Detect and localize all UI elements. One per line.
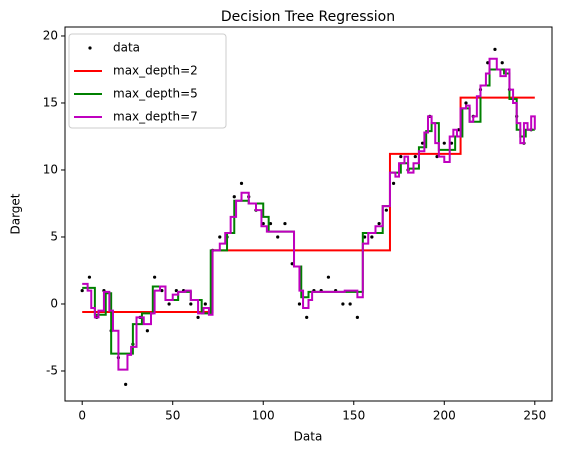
data-point [435, 154, 439, 159]
data-point [261, 221, 265, 226]
data-point [203, 302, 207, 306]
data-point [341, 302, 345, 306]
y-tick-label: -5 [46, 363, 58, 377]
y-tick-label: 15 [43, 95, 58, 109]
data-point [420, 141, 425, 145]
x-tick-label: 150 [342, 409, 365, 423]
data-point [167, 302, 171, 306]
data-point [486, 61, 490, 65]
data-point [413, 154, 417, 159]
x-tick-label: 200 [433, 409, 456, 423]
data-point [196, 315, 200, 319]
data-point [363, 235, 367, 239]
data-point [174, 288, 178, 293]
x-tick-label: 0 [78, 409, 86, 423]
data-point [297, 302, 302, 306]
data-point [283, 221, 287, 226]
legend-label: max_depth=7 [113, 110, 198, 124]
data-point [391, 181, 396, 185]
data-point [464, 101, 468, 105]
data-point [449, 141, 454, 145]
y-tick-label: 10 [43, 162, 58, 176]
data-point [305, 315, 309, 319]
data-point [276, 235, 280, 239]
data-point [268, 221, 273, 226]
data-point [145, 329, 149, 333]
data-point [87, 275, 92, 279]
legend-label: max_depth=5 [113, 87, 198, 101]
data-point [370, 235, 374, 239]
data-point [218, 235, 222, 239]
line [82, 57, 536, 371]
y-tick-label: 5 [50, 229, 58, 243]
line [82, 96, 535, 314]
data-point [493, 47, 497, 51]
y-axis-label: Darget [9, 193, 23, 234]
data-point [239, 181, 244, 185]
x-tick-label: 100 [252, 409, 275, 423]
x-tick-label: 50 [165, 409, 180, 423]
plot-frame [64, 26, 553, 402]
data-point [290, 262, 294, 266]
data-point [348, 302, 352, 306]
data-point [153, 275, 157, 279]
data-point [384, 208, 388, 212]
data-point [80, 288, 84, 293]
data-point [500, 61, 504, 65]
data-point [160, 288, 164, 293]
y-tick-label: 0 [50, 296, 58, 310]
legend-box [68, 33, 227, 129]
data-point [457, 128, 461, 132]
data-point [399, 154, 403, 159]
data-point [377, 221, 381, 226]
legend-label: max_depth=2 [113, 64, 198, 78]
x-tick-label: 250 [523, 409, 546, 423]
data-point [124, 382, 128, 386]
data-point [189, 302, 193, 306]
data-point [326, 275, 331, 279]
legend-marker [88, 46, 92, 50]
data-point [442, 141, 446, 145]
legend-label: data [113, 41, 140, 55]
chart-title: Decision Tree Regression [221, 9, 395, 25]
y-tick-label: 20 [43, 28, 58, 42]
x-axis-label: Data [294, 430, 323, 444]
data-point [355, 315, 359, 319]
data-point [232, 195, 236, 199]
